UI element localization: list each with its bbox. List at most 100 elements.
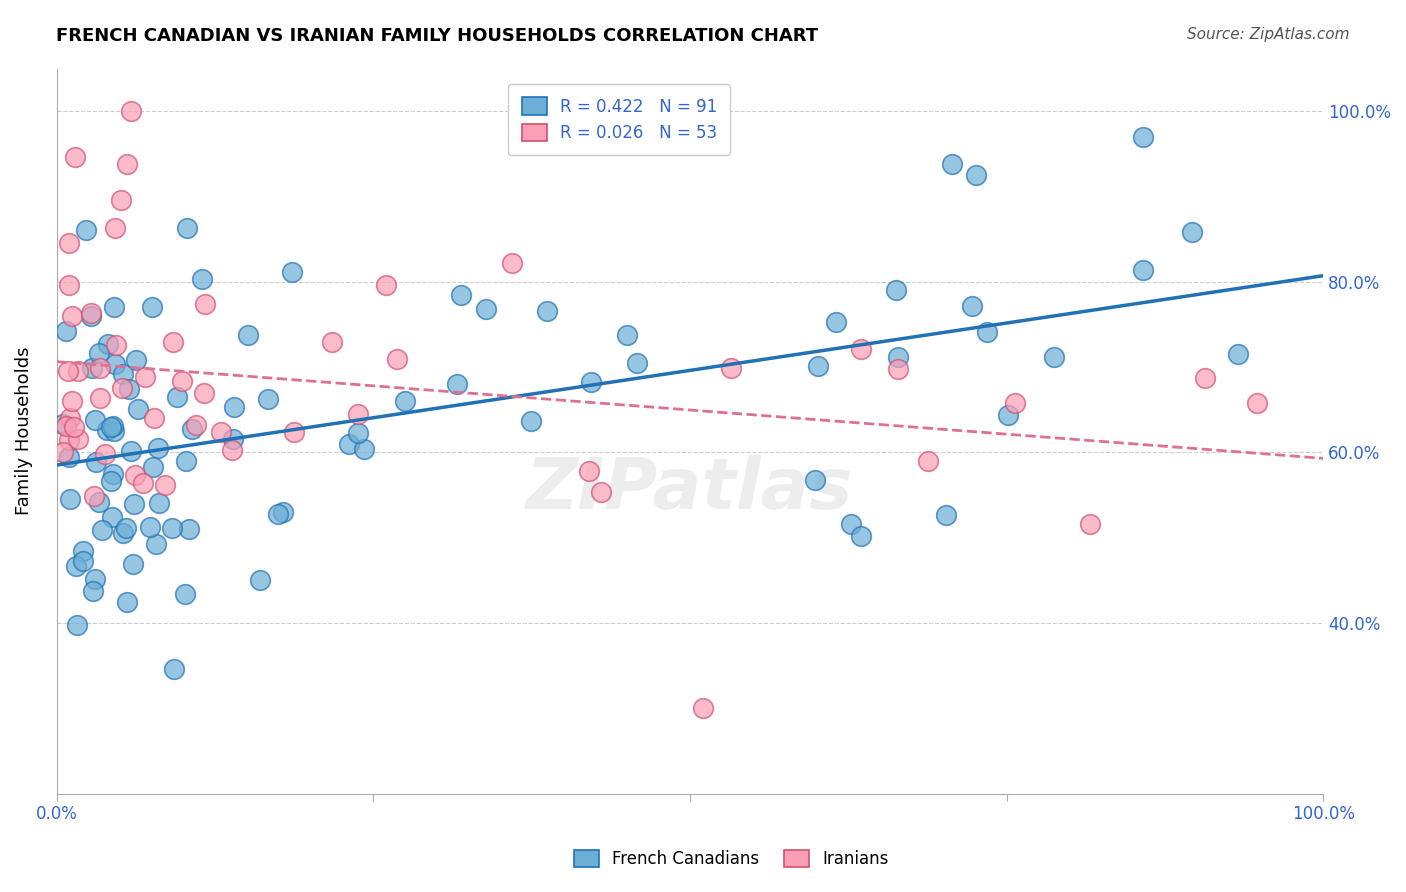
Point [190,272,212,286]
Point [83,572,105,586]
Point [174,587,197,601]
Point [114,521,136,535]
Point [101,467,124,481]
Point [1181,225,1204,239]
Point [321,334,343,349]
Point [1004,396,1026,410]
Point [917,454,939,468]
Point [105,337,128,351]
Point [824,315,846,329]
Text: FRENCH CANADIAN VS IRANIAN FAMILY HOUSEHOLDS CORRELATION CHART: FRENCH CANADIAN VS IRANIAN FAMILY HOUSEH… [56,27,818,45]
Point [84,455,107,469]
Point [89,495,111,509]
Point [56,363,79,377]
Point [122,497,145,511]
Point [55,324,77,338]
Text: Source: ZipAtlas.com: Source: ZipAtlas.com [1187,27,1350,42]
Point [80,309,103,323]
Point [58,278,80,293]
Point [579,376,602,390]
Point [238,327,260,342]
Point [193,386,215,401]
Point [692,701,714,715]
Point [66,432,89,446]
Point [59,492,82,507]
Point [501,255,523,269]
Point [849,342,872,356]
Y-axis label: Family Households: Family Households [15,347,32,516]
Point [141,300,163,314]
Point [578,464,600,478]
Point [273,505,295,519]
Point [209,425,232,440]
Point [72,543,94,558]
Point [283,425,305,439]
Point [91,523,114,537]
Point [887,361,910,376]
Point [616,327,638,342]
Point [256,392,278,407]
Point [353,442,375,456]
Point [267,507,290,521]
Point [536,304,558,318]
Point [67,363,90,377]
Legend: French Canadians, Iranians: French Canadians, Iranians [567,843,896,875]
Point [89,346,111,360]
Point [997,408,1019,422]
Point [72,554,94,568]
Point [58,236,80,251]
Point [58,450,80,464]
Point [89,391,111,405]
Point [162,334,184,349]
Point [110,193,132,207]
Point [807,359,830,373]
Point [100,474,122,488]
Point [115,157,138,171]
Point [83,489,105,503]
Point [1194,370,1216,384]
Point [112,367,135,381]
Point [1226,346,1249,360]
Point [145,537,167,551]
Point [96,423,118,437]
Point [65,558,87,573]
Point [100,420,122,434]
Point [222,401,245,415]
Point [450,287,472,301]
Point [112,525,135,540]
Point [101,510,124,524]
Text: ZIPatlas: ZIPatlas [526,455,853,524]
Point [591,484,613,499]
Point [221,443,243,458]
Point [132,475,155,490]
Point [63,150,86,164]
Point [101,418,124,433]
Point [177,523,200,537]
Point [1132,263,1154,277]
Point [134,369,156,384]
Point [849,529,872,543]
Point [887,350,910,364]
Point [1132,130,1154,145]
Point [249,573,271,587]
Point [115,595,138,609]
Point [127,401,149,416]
Point [347,407,370,421]
Point [976,325,998,339]
Point [58,433,80,447]
Point [166,390,188,404]
Point [176,454,198,468]
Point [146,441,169,455]
Point [103,300,125,314]
Point [79,306,101,320]
Point [120,104,142,119]
Point [52,417,75,431]
Point [884,283,907,297]
Point [475,301,498,316]
Point [941,157,963,171]
Point [120,443,142,458]
Point [124,468,146,483]
Point [153,478,176,492]
Legend: R = 0.422   N = 91, R = 0.026   N = 53: R = 0.422 N = 91, R = 0.026 N = 53 [508,84,731,155]
Point [139,520,162,534]
